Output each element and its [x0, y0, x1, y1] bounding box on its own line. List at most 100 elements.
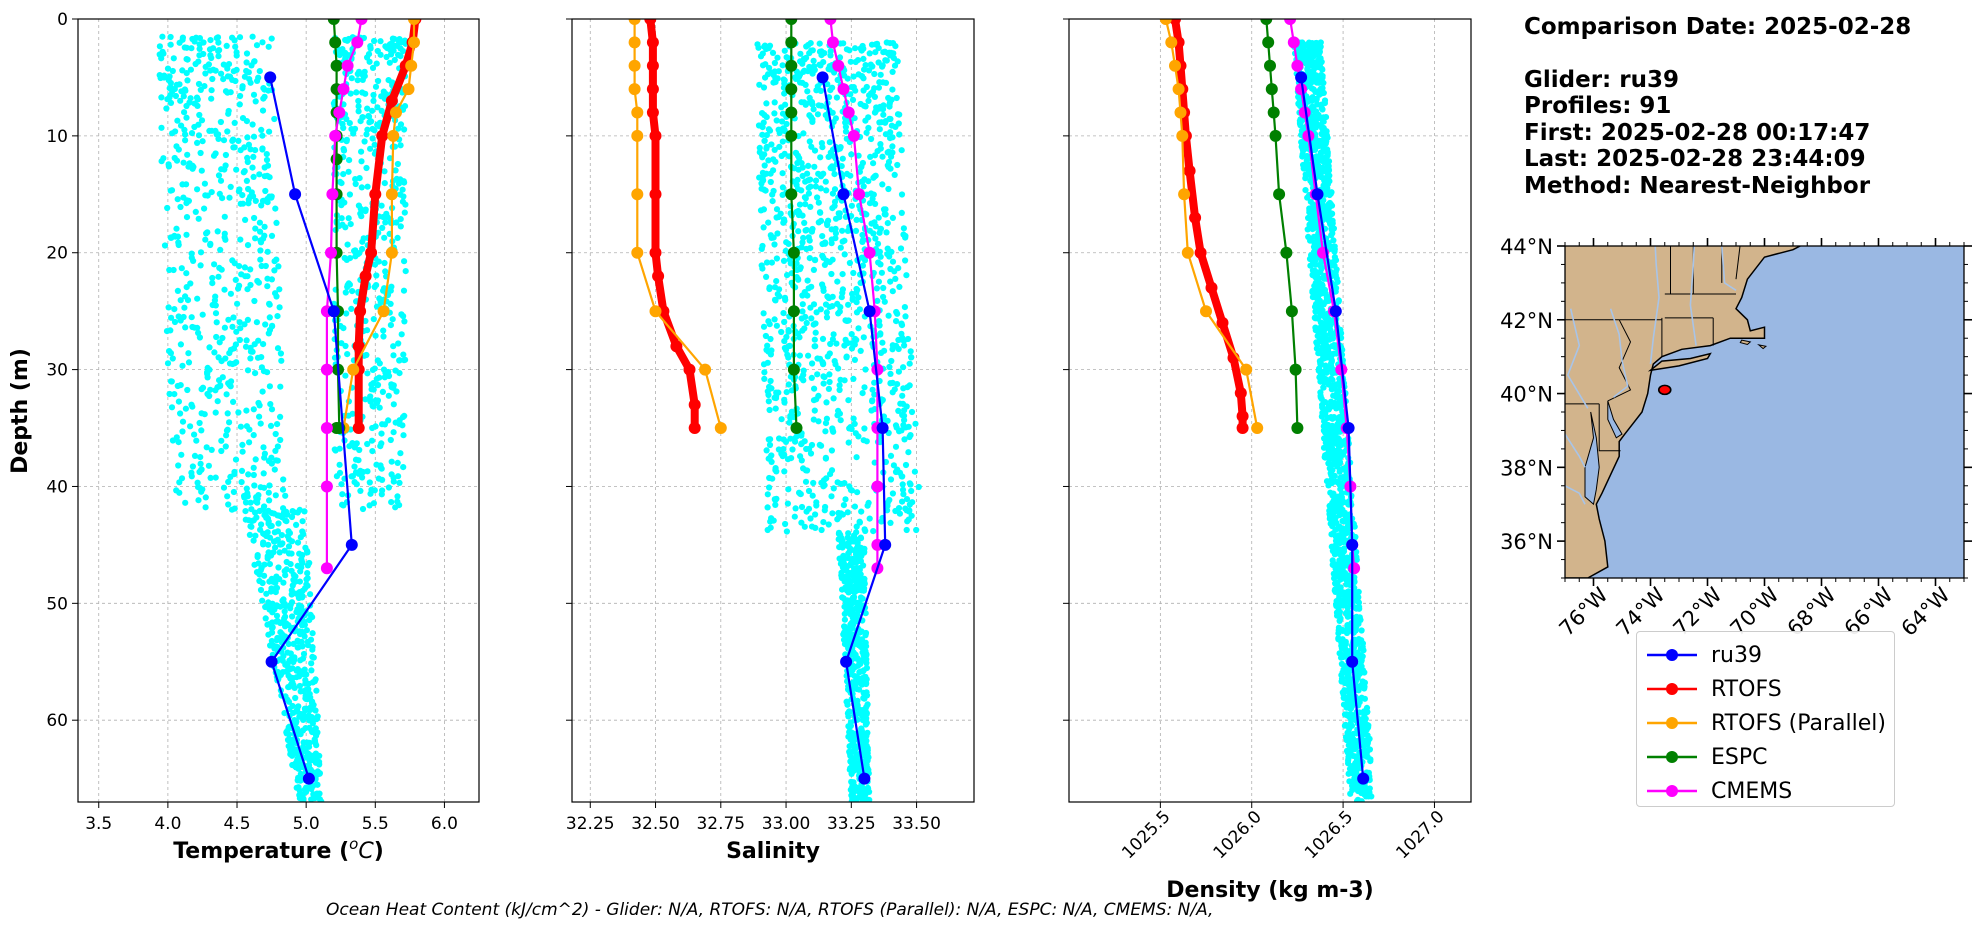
- density-scatter-point: [1320, 384, 1327, 391]
- temperature-scatter-point: [171, 318, 179, 326]
- salinity-scatter-point: [855, 433, 862, 440]
- temperature-ytick-label: 20: [46, 244, 68, 264]
- temperature-scatter-point: [291, 657, 298, 664]
- salinity-scatter-point: [845, 397, 852, 404]
- salinity-point-rtofs-parallel: [628, 59, 641, 72]
- salinity-scatter-point: [845, 530, 852, 537]
- temperature-scatter-point: [195, 132, 203, 139]
- temperature-scatter-point: [227, 183, 234, 190]
- salinity-scatter-point: [873, 285, 881, 292]
- salinity-scatter-point: [853, 454, 860, 461]
- temperature-scatter-point: [393, 175, 400, 182]
- salinity-point-espc: [785, 129, 798, 142]
- temperature-scatter-point: [281, 568, 288, 575]
- salinity-scatter-point: [783, 528, 791, 535]
- temperature-scatter-point: [201, 205, 208, 212]
- salinity-point-espc: [785, 106, 798, 119]
- density-scatter-point: [1320, 342, 1327, 349]
- salinity-scatter-point: [767, 524, 774, 531]
- temperature-scatter-point: [179, 181, 186, 188]
- salinity-scatter-point: [771, 68, 778, 75]
- temperature-scatter-point: [258, 262, 265, 270]
- salinity-scatter-point: [765, 45, 772, 52]
- salinity-scatter-point: [848, 151, 855, 158]
- temperature-scatter-point: [266, 561, 273, 568]
- salinity-scatter-point: [755, 122, 763, 129]
- salinity-scatter-point: [848, 556, 855, 563]
- temperature-scatter-point: [390, 343, 397, 350]
- salinity-scatter-point: [774, 54, 781, 61]
- temperature-xtick-label: 4.5: [223, 814, 250, 834]
- temperature-scatter-point: [260, 444, 267, 451]
- salinity-point-espc: [785, 59, 798, 72]
- temperature-scatter-point: [248, 62, 255, 69]
- salinity-scatter-point: [861, 176, 868, 183]
- salinity-scatter-point: [872, 49, 879, 56]
- salinity-scatter-point: [894, 310, 901, 317]
- temperature-scatter-point: [217, 246, 224, 253]
- salinity-scatter-point: [772, 465, 779, 472]
- temperature-scatter-point: [265, 489, 272, 496]
- salinity-scatter-point: [763, 259, 771, 266]
- temperature-scatter-point: [394, 234, 401, 241]
- temperature-scatter-point: [169, 67, 176, 75]
- salinity-scatter-point: [760, 310, 767, 317]
- salinity-scatter-point: [829, 164, 836, 171]
- temperature-scatter-point: [176, 489, 183, 496]
- salinity-point-rtofs: [646, 36, 659, 49]
- salinity-point-rtofs-parallel: [649, 305, 662, 318]
- salinity-scatter-point: [850, 735, 857, 742]
- temperature-scatter-point: [249, 33, 256, 40]
- salinity-scatter-point: [861, 384, 868, 391]
- temperature-scatter-point: [230, 314, 237, 321]
- salinity-scatter-point: [810, 479, 817, 487]
- temperature-scatter-point: [183, 284, 190, 291]
- salinity-scatter-point: [827, 471, 834, 478]
- salinity-scatter-point: [814, 371, 821, 378]
- salinity-scatter-point: [773, 117, 780, 124]
- salinity-scatter-point: [853, 216, 860, 223]
- salinity-scatter-point: [871, 219, 878, 226]
- temperature-scatter-point: [331, 446, 338, 453]
- temperature-scatter-point: [385, 392, 392, 399]
- temperature-scatter-point: [197, 249, 205, 256]
- temperature-scatter-point: [216, 47, 223, 54]
- temperature-scatter-point: [232, 276, 239, 283]
- temperature-scatter-point: [291, 509, 298, 516]
- salinity-scatter-point: [892, 275, 899, 282]
- density-scatter-point: [1358, 627, 1365, 634]
- temperature-scatter-point: [261, 503, 268, 510]
- temperature-scatter-point: [294, 728, 301, 735]
- temperature-scatter-point: [390, 429, 397, 436]
- salinity-scatter-point: [834, 300, 841, 307]
- temperature-scatter-point: [309, 720, 316, 727]
- temperature-scatter-point: [207, 37, 214, 44]
- salinity-scatter-point: [852, 227, 860, 234]
- temperature-scatter-point: [305, 750, 312, 757]
- salinity-scatter-point: [854, 704, 861, 711]
- temperature-scatter-point: [264, 172, 271, 179]
- salinity-scatter-point: [853, 605, 860, 612]
- density-scatter-point: [1319, 85, 1326, 92]
- salinity-scatter-point: [860, 731, 867, 738]
- temperature-scatter-point: [180, 93, 187, 100]
- salinity-scatter-point: [900, 422, 907, 429]
- temperature-scatter-point: [168, 404, 176, 411]
- temperature-scatter-point: [401, 258, 408, 265]
- temperature-scatter-point: [351, 479, 358, 486]
- salinity-scatter-point: [903, 526, 910, 534]
- salinity-point-ru39: [837, 188, 850, 201]
- salinity-scatter-point: [768, 259, 776, 266]
- salinity-scatter-point: [820, 360, 827, 367]
- temperature-scatter-point: [264, 283, 271, 290]
- salinity-point-espc: [787, 363, 800, 376]
- salinity-scatter-point: [899, 498, 906, 505]
- temperature-scatter-point: [172, 92, 179, 100]
- temperature-scatter-point: [308, 667, 315, 674]
- temperature-scatter-point: [235, 137, 242, 144]
- temperature-scatter-point: [242, 508, 249, 515]
- salinity-scatter-point: [886, 253, 893, 260]
- temperature-scatter-point: [158, 55, 165, 62]
